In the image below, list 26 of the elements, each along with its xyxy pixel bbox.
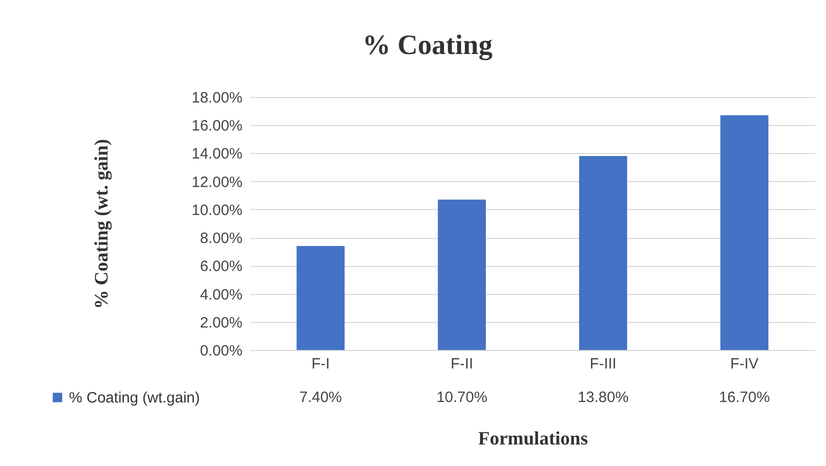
bar [438,200,486,350]
legend-label: % Coating (wt.gain) [69,390,200,406]
y-tick-label: 4.00% [200,286,242,304]
y-tick-label: 2.00% [200,314,242,332]
y-axis-title: % Coating (wt. gain) [92,139,113,309]
y-tick-label: 0.00% [200,342,242,360]
y-tick-label: 10.00% [192,202,242,219]
x-tick-label: F-II [450,356,474,372]
x-axis-title: Formulations [478,428,588,450]
bar [579,156,628,350]
y-tick-label: 14.00% [192,146,242,163]
y-tick-label: 8.00% [200,230,242,248]
x-tick-label: F-IV [730,356,759,372]
data-label: 16.70% [718,389,770,406]
chart-title: % Coating [362,30,492,61]
y-tick-label: 12.00% [192,174,242,191]
data-label: 7.40% [299,389,342,406]
data-label: 13.80% [578,389,629,406]
y-tick-label: 6.00% [200,258,242,276]
x-tick-label: F-I [311,356,330,372]
y-tick-label: 18.00% [192,90,242,106]
bar [720,115,768,350]
y-tick-label: 16.00% [192,118,242,135]
data-label: 10.70% [436,389,488,406]
x-tick-label: F-III [590,356,616,372]
bar [296,246,345,350]
